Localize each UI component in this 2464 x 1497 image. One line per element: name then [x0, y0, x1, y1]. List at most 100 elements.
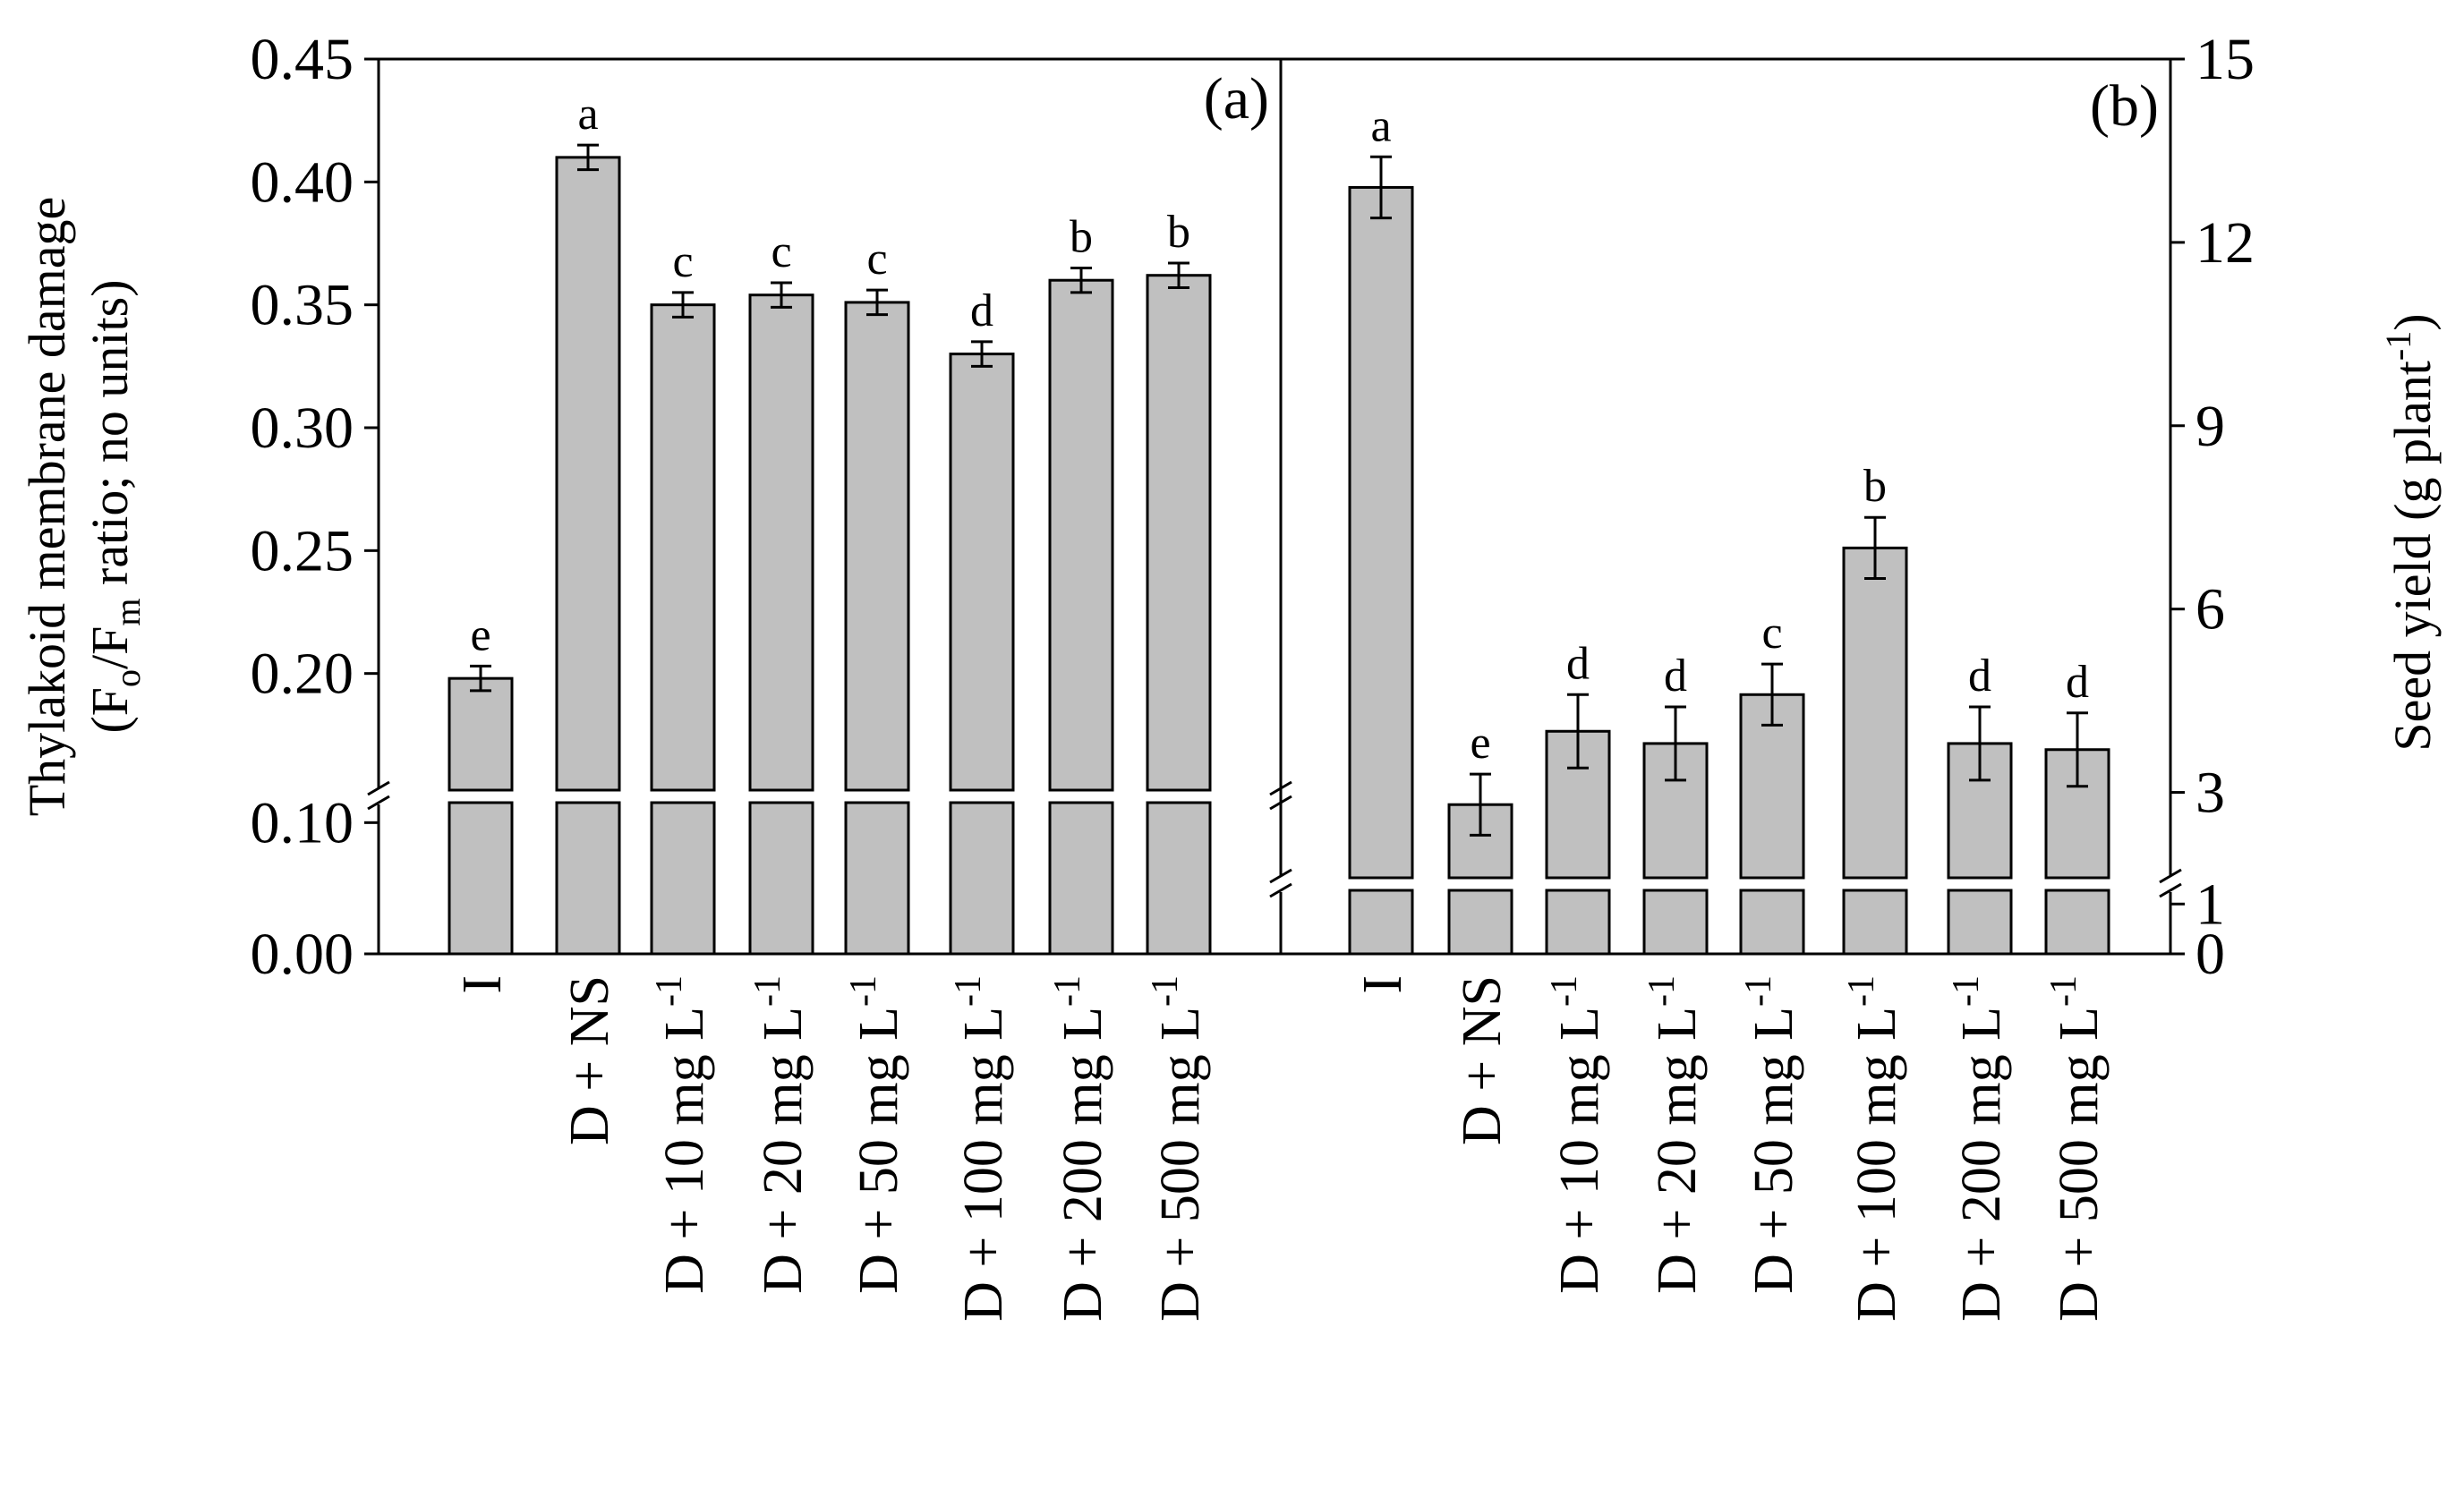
y-tick-label-1: 0 — [2195, 922, 2225, 987]
category-label-unit-superscript: -1 — [747, 975, 789, 1007]
y-tick-label-6: 0.35 — [251, 273, 354, 338]
category-label-text: D + NS — [1452, 975, 1513, 1145]
category-label-unit-superscript: -1 — [1544, 975, 1585, 1007]
bar-5-upper — [844, 301, 910, 792]
bar-2-lower — [1447, 889, 1513, 956]
category-label-text: D + 50 mg L — [848, 1007, 909, 1294]
bar-3-upper — [650, 303, 716, 792]
category-label-4: D + 20 mg L-1 — [1641, 975, 1708, 1294]
category-label-7: D + 200 mg L-1 — [1946, 975, 2012, 1322]
significance-letter-1: a — [1370, 100, 1391, 151]
y-axis-label: Seed yield (g plant-1) — [2378, 313, 2442, 751]
category-label-5: D + 50 mg L-1 — [843, 975, 909, 1294]
bar-3-lower — [650, 801, 716, 956]
panel-label: (b) — [2090, 73, 2159, 139]
y-axis-label-part-open: (F — [81, 687, 139, 734]
bar-8-lower — [2044, 889, 2110, 956]
significance-letter-3: c — [672, 236, 693, 287]
y-axis-label-part-sub1: o — [107, 669, 148, 687]
category-label-unit-superscript: -1 — [1641, 975, 1683, 1007]
significance-letter-3: d — [1566, 638, 1590, 689]
category-label-8: D + 500 mg L-1 — [2043, 975, 2110, 1322]
category-label-text: D + NS — [559, 975, 620, 1145]
category-label-4: D + 20 mg L-1 — [747, 975, 814, 1294]
significance-letter-6: d — [970, 285, 993, 336]
significance-letter-5: c — [1761, 608, 1782, 659]
category-label-text: D + 500 mg L — [1150, 1007, 1211, 1322]
y-axis-label-line1: Thylakoid membrane damage — [18, 197, 76, 817]
bar-7-upper — [1048, 278, 1114, 792]
y-axis-label-part-rest: ratio; no units) — [81, 279, 139, 598]
panel-a-thylakoid-damage: e a c c c d b b 0.00 0.10 0.20 0.25 0.30 0.35 0.40 0.45… — [18, 27, 1292, 1322]
significance-letter-8: d — [2066, 657, 2089, 708]
bar-7-upper — [1947, 742, 2013, 880]
bar-4-upper — [748, 293, 814, 792]
category-label-8: D + 500 mg L-1 — [1145, 975, 1211, 1322]
y-axis-label-part-slash: /F — [81, 626, 139, 669]
significance-letter-4: d — [1664, 651, 1687, 702]
bar-6-lower — [949, 801, 1015, 956]
y-tick-label-2: 0.10 — [251, 790, 354, 855]
bar-1-upper — [1348, 185, 1414, 880]
significance-letter-5: c — [866, 234, 887, 285]
category-label-unit-superscript: -1 — [649, 975, 690, 1007]
category-label-unit-superscript: -1 — [948, 975, 989, 1007]
category-label-text: I — [452, 975, 513, 994]
y-tick-label-1: 0.00 — [251, 922, 354, 987]
category-label-unit-superscript: -1 — [1047, 975, 1088, 1007]
axis-break-slash-upper-1 — [367, 780, 390, 796]
category-label-text: D + 10 mg L — [1549, 1007, 1610, 1294]
bar-3-lower — [1545, 889, 1611, 956]
y-tick-label-6: 12 — [2195, 210, 2255, 276]
y-tick-label-5: 0.30 — [251, 396, 354, 461]
category-label-text: D + 20 mg L — [1647, 1007, 1708, 1294]
axis-break-slash-upper-2 — [2159, 868, 2182, 884]
bar-8-lower — [1146, 801, 1212, 956]
category-label-2: D + NS — [559, 975, 620, 1145]
bar-1-lower — [1348, 889, 1414, 956]
y-tick-label-3: 3 — [2195, 761, 2225, 826]
bar-1-lower — [448, 801, 514, 956]
category-label-unit-superscript: -1 — [1841, 975, 1882, 1007]
significance-letter-7: d — [1968, 651, 1991, 702]
category-label-6: D + 100 mg L-1 — [1841, 975, 1907, 1322]
significance-letter-7: b — [1070, 211, 1093, 262]
y-axis-label-main: Seed yield (g plant — [2383, 361, 2442, 752]
bar-6-upper — [1842, 546, 1908, 880]
category-label-text: D + 200 mg L — [1053, 1007, 1113, 1322]
panel-label: (a) — [1204, 66, 1269, 132]
y-tick-label-4: 0.25 — [251, 518, 354, 583]
bar-4-lower — [748, 801, 814, 956]
y-axis-label-superscript: -1 — [2378, 331, 2418, 361]
category-label-text: D + 200 mg L — [1951, 1007, 2012, 1322]
y-tick-label-8: 0.45 — [251, 27, 354, 92]
y-axis-label-part-sub2: m — [107, 598, 148, 625]
axis-break-slash-lower-1 — [1269, 882, 1292, 898]
category-label-6: D + 100 mg L-1 — [948, 975, 1014, 1322]
bar-4-lower — [1642, 889, 1709, 956]
category-label-5: D + 50 mg L-1 — [1738, 975, 1804, 1294]
y-tick-label-5: 9 — [2195, 394, 2225, 459]
category-label-3: D + 10 mg L-1 — [1544, 975, 1610, 1294]
y-tick-label-2: 1 — [2195, 872, 2225, 937]
category-label-text: I — [1352, 975, 1413, 994]
bar-1-upper — [448, 676, 514, 792]
category-label-2: D + NS — [1452, 975, 1513, 1145]
category-label-unit-superscript: -1 — [1946, 975, 1987, 1007]
bar-8-upper — [1146, 274, 1212, 792]
category-label-1: I — [1352, 975, 1413, 994]
bar-7-lower — [1048, 801, 1114, 956]
plot-frame — [1279, 57, 2172, 956]
axis-break-slash-lower-1 — [367, 795, 390, 811]
significance-letter-6: b — [1863, 461, 1887, 512]
category-label-1: I — [452, 975, 513, 994]
category-label-3: D + 10 mg L-1 — [649, 975, 715, 1294]
y-tick-label-4: 6 — [2195, 577, 2225, 642]
category-label-text: D + 50 mg L — [1744, 1007, 1804, 1294]
category-label-text: D + 500 mg L — [2049, 1007, 2110, 1322]
significance-letter-4: c — [771, 226, 791, 277]
bar-2-upper — [555, 156, 621, 792]
bar-7-lower — [1947, 889, 2013, 956]
y-tick-label-7: 0.40 — [251, 149, 354, 215]
